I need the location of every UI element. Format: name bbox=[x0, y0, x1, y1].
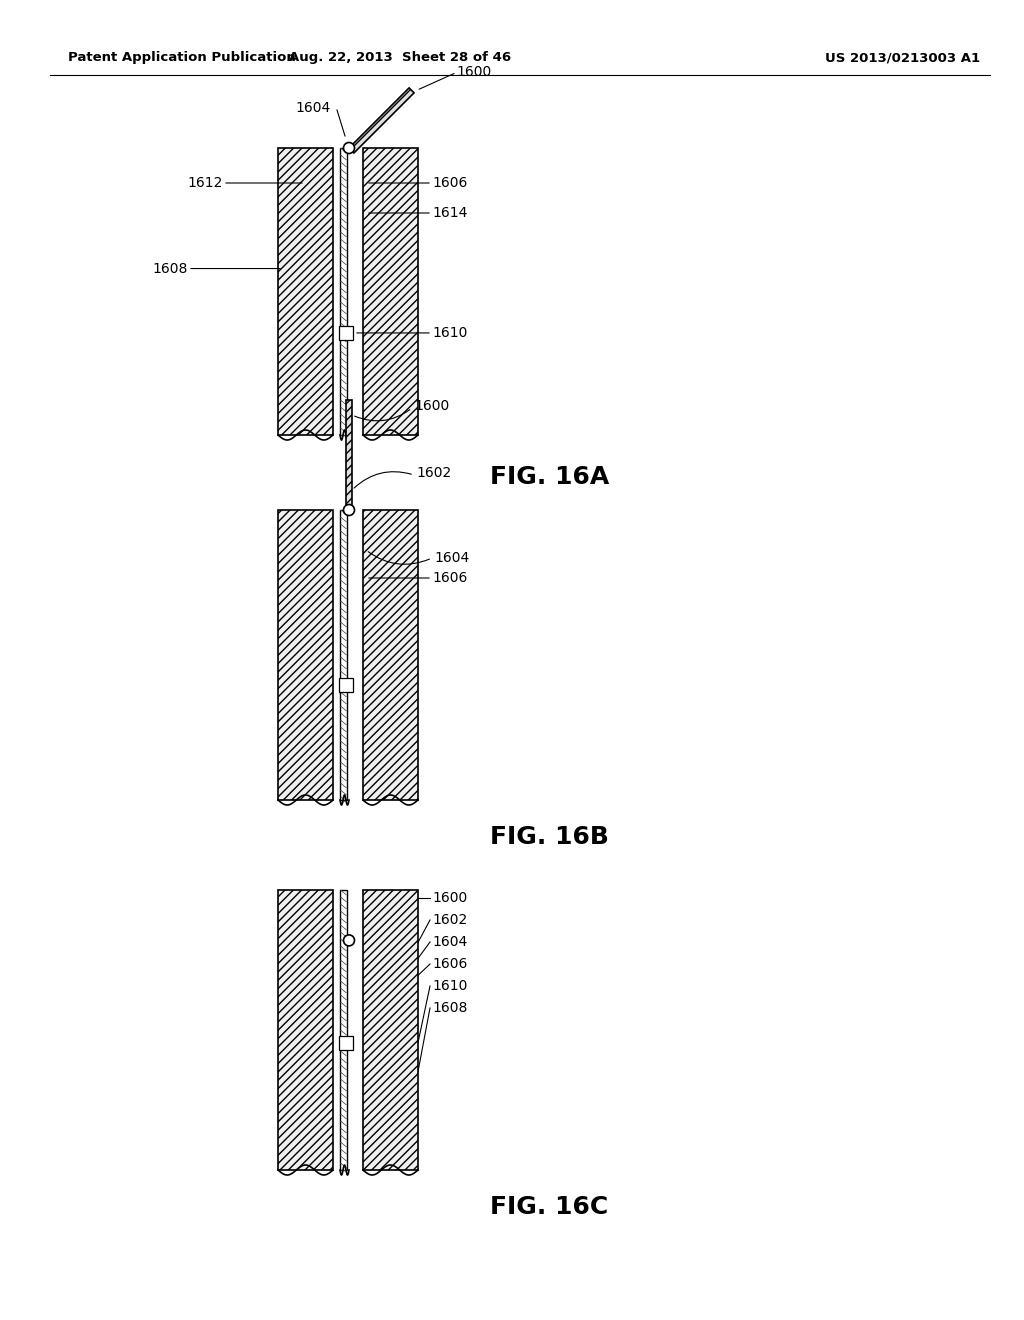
Text: 1608: 1608 bbox=[153, 261, 188, 276]
Bar bbox=[340, 890, 347, 1170]
Bar bbox=[339, 678, 353, 692]
Text: 1610: 1610 bbox=[432, 326, 467, 341]
Bar bbox=[278, 510, 333, 800]
Text: 1600: 1600 bbox=[457, 66, 492, 79]
Circle shape bbox=[343, 504, 354, 516]
Bar bbox=[362, 510, 418, 800]
Text: FIG. 16A: FIG. 16A bbox=[490, 465, 609, 488]
Text: 1612: 1612 bbox=[187, 176, 223, 190]
Bar bbox=[339, 326, 353, 341]
Text: Patent Application Publication: Patent Application Publication bbox=[68, 51, 296, 65]
Bar bbox=[362, 890, 418, 1170]
Text: 1606: 1606 bbox=[432, 957, 467, 972]
Text: 1606: 1606 bbox=[432, 176, 467, 190]
Text: FIG. 16B: FIG. 16B bbox=[490, 825, 609, 849]
Text: 1608: 1608 bbox=[432, 1001, 467, 1015]
Bar bbox=[340, 148, 347, 436]
Text: FIG. 16C: FIG. 16C bbox=[490, 1195, 608, 1218]
Text: Aug. 22, 2013  Sheet 28 of 46: Aug. 22, 2013 Sheet 28 of 46 bbox=[289, 51, 511, 65]
Bar bbox=[340, 510, 347, 800]
Text: 1602: 1602 bbox=[416, 466, 452, 480]
Circle shape bbox=[343, 935, 354, 946]
Bar bbox=[278, 890, 333, 1170]
Text: 1614: 1614 bbox=[432, 206, 467, 220]
Polygon shape bbox=[349, 88, 414, 153]
Bar bbox=[339, 1036, 353, 1049]
Text: US 2013/0213003 A1: US 2013/0213003 A1 bbox=[825, 51, 980, 65]
Text: 1600: 1600 bbox=[432, 891, 467, 906]
Text: 1606: 1606 bbox=[432, 572, 467, 585]
Bar bbox=[278, 148, 333, 436]
Text: 1602: 1602 bbox=[432, 913, 467, 927]
Bar bbox=[362, 148, 418, 436]
Text: 1604: 1604 bbox=[434, 550, 469, 565]
Text: 1604: 1604 bbox=[296, 102, 331, 115]
Circle shape bbox=[343, 143, 354, 153]
Text: 1600: 1600 bbox=[414, 399, 450, 413]
Text: 1604: 1604 bbox=[432, 935, 467, 949]
Text: 1610: 1610 bbox=[432, 979, 467, 993]
Polygon shape bbox=[346, 400, 352, 510]
